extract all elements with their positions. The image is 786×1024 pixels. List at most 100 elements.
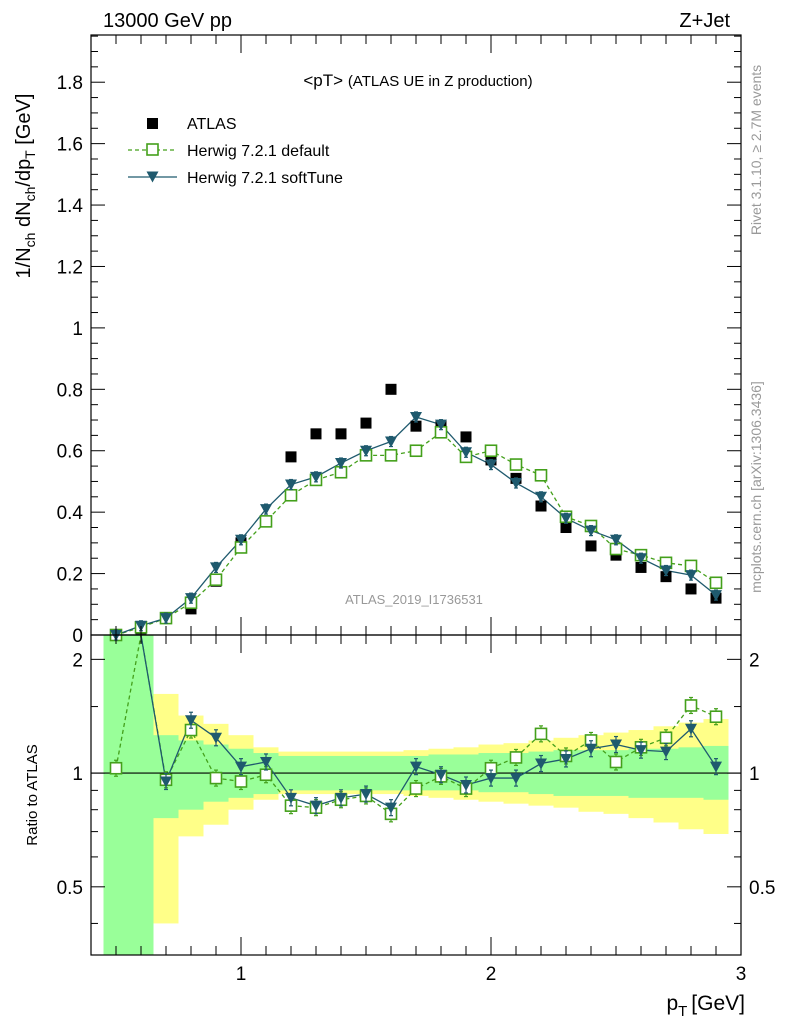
legend-label-default: Herwig 7.2.1 default	[187, 143, 330, 160]
main-point-data	[335, 428, 347, 440]
ratio-point-soft	[610, 739, 622, 751]
main-ytick-label: 1.6	[57, 135, 83, 156]
main-point-default	[284, 488, 298, 502]
ratio-point-default	[109, 761, 123, 775]
main-point-soft	[160, 613, 172, 625]
ratio-xtick-label: 2	[486, 964, 497, 985]
main-point-data	[460, 431, 472, 443]
main-point-soft	[385, 436, 397, 448]
main-point-soft	[410, 411, 422, 423]
main-point-default	[484, 444, 498, 458]
ratio-point-soft	[685, 723, 697, 735]
x-axis-label: pT [GeV]	[666, 992, 745, 1020]
ratio-ytick-label: 1	[72, 764, 83, 785]
main-title-subtitle: (ATLAS UE in Z production)	[348, 73, 533, 90]
legend-entry-atlas: ATLAS	[147, 116, 237, 133]
main-point-data	[285, 451, 297, 463]
ratio-point-soft	[410, 761, 422, 773]
legend-label-soft: Herwig 7.2.1 softTune	[187, 170, 343, 187]
ratio-xtick-label: 3	[736, 964, 747, 985]
ratio-point-soft	[260, 756, 272, 768]
ratio-band-inner	[178, 740, 204, 810]
ratio-ylabel: Ratio to ATLAS	[24, 744, 41, 845]
main-point-soft	[535, 491, 547, 503]
main-ylabel: 1/Nch dNch/dpT [GeV]	[13, 94, 38, 279]
main-point-data	[585, 540, 597, 552]
main-title-observable: <pT>	[303, 71, 343, 90]
main-point-data	[535, 500, 547, 512]
main-ytick-label: 0.6	[57, 442, 83, 463]
main-plot-title: <pT> (ATLAS UE in Z production)	[303, 71, 532, 90]
ratio-band-inner	[128, 635, 154, 955]
main-point-default	[534, 469, 548, 482]
ratio-band-inner	[103, 635, 129, 955]
main-point-default	[709, 576, 723, 590]
ratio-point-default	[709, 710, 723, 724]
main-point-data	[310, 428, 322, 440]
main-point-data	[410, 420, 422, 432]
ratio-ytick-label-right: 0.5	[749, 878, 775, 899]
main-point-soft	[710, 590, 722, 602]
legend-marker-default	[146, 143, 159, 156]
ratio-point-default	[409, 782, 423, 795]
ratio-point-default	[509, 751, 523, 764]
svg-text:<pT> (ATLAS UE in Z prod: <pT> (ATLAS UE in Z production)	[303, 71, 532, 90]
legend: ATLAS Herwig 7.2.1 default Herwig 7.2.1 …	[128, 116, 343, 187]
main-ytick-label: 0.8	[57, 380, 83, 401]
ratio-point-soft	[585, 743, 597, 755]
ratio-point-soft	[335, 792, 347, 804]
ratio-point-soft	[460, 779, 472, 791]
main-ytick-label: 0	[72, 626, 83, 647]
ratio-point-default	[259, 768, 273, 782]
main-ytick-label: 0.4	[57, 503, 84, 524]
axes-frames: 0 0.2 0.4 0.6 0.8 1 1.2 1.4 1.6 1.8 1 2 3 0.5 0.5 1 1 2 2	[57, 34, 775, 985]
main-point-soft	[310, 471, 322, 483]
ratio-point-soft	[385, 802, 397, 814]
main-point-data	[560, 522, 572, 534]
main-ytick-label: 1	[72, 319, 83, 340]
ratio-point-soft	[535, 758, 547, 770]
main-ytick-label: 1.8	[57, 73, 83, 94]
main-point-soft	[360, 445, 372, 457]
legend-entry-herwig-softtune: Herwig 7.2.1 softTune	[128, 170, 343, 187]
ratio-ytick-label: 2	[72, 650, 83, 671]
main-point-data	[360, 417, 372, 429]
main-point-data	[660, 571, 672, 583]
main-ytick-label: 0.2	[57, 565, 83, 586]
main-point-soft	[435, 419, 447, 431]
main-point-default	[509, 458, 523, 471]
main-point-soft	[585, 525, 597, 537]
ratio-point-soft	[310, 800, 322, 812]
main-point-data	[385, 383, 397, 395]
ratio-point-soft	[160, 776, 172, 788]
ratio-ytick-label-right: 2	[749, 650, 760, 671]
legend-label-atlas: ATLAS	[187, 116, 237, 133]
rivet-version-label: Rivet 3.1.10, ≥ 2.7M events	[748, 65, 764, 235]
main-point-default	[259, 515, 273, 528]
main-ytick-label: 1.4	[57, 196, 84, 217]
ratio-point-default	[534, 727, 548, 741]
ratio-point-soft	[360, 789, 372, 801]
ratio-point-default	[659, 731, 673, 745]
ratio-point-soft	[710, 761, 722, 773]
analysis-watermark: ATLAS_2019_I1736531	[345, 592, 483, 607]
ratio-point-soft	[485, 773, 497, 785]
ratio-point-default	[209, 771, 223, 785]
ratio-ytick-label: 0.5	[57, 878, 83, 899]
ratio-point-soft	[185, 715, 197, 727]
ratio-xtick-label: 1	[236, 964, 247, 985]
ratio-point-soft	[635, 745, 647, 757]
ratio-point-soft	[435, 769, 447, 781]
main-point-default	[384, 449, 398, 462]
legend-marker-soft	[146, 171, 159, 183]
main-point-soft	[635, 553, 647, 565]
ratio-point-default	[234, 775, 248, 788]
main-point-soft	[460, 447, 472, 459]
header-beam-energy: 13000 GeV pp	[103, 10, 232, 32]
ratio-point-soft	[285, 792, 297, 804]
legend-entry-herwig-default: Herwig 7.2.1 default	[128, 143, 330, 160]
main-point-data	[685, 583, 697, 595]
ratio-point-default	[684, 699, 698, 712]
ratio-point-soft	[660, 746, 672, 758]
